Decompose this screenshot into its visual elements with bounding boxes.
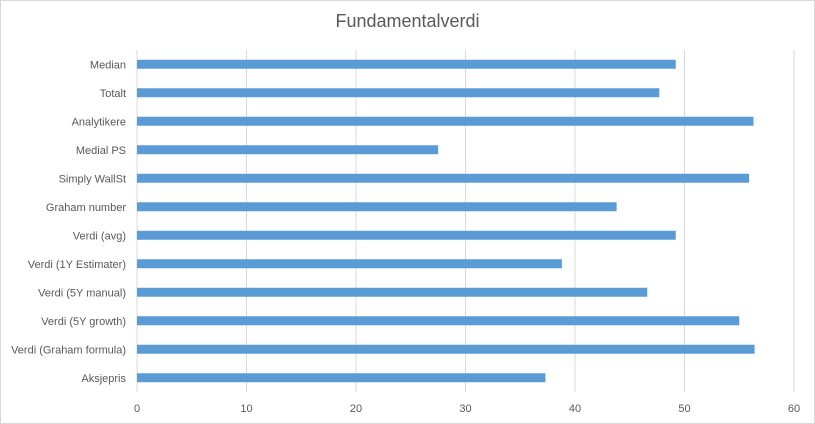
category-labels: Median Totalt Analytikere Medial PS Simply W… <box>11 59 126 385</box>
bar-3 <box>137 145 439 155</box>
chart-title: Fundamentalverdi <box>335 11 480 31</box>
x-tick-label: 30 <box>459 403 471 415</box>
bar-6 <box>137 230 676 240</box>
x-tick-label: 0 <box>134 403 140 415</box>
x-tick-label: 20 <box>350 403 362 415</box>
category-label: Aksjepris <box>81 373 126 385</box>
x-tick-label: 50 <box>678 403 690 415</box>
category-label: Graham number <box>46 202 126 214</box>
bar-2 <box>137 116 754 126</box>
bar-1 <box>137 88 660 98</box>
bar-11 <box>137 373 546 383</box>
bar-7 <box>137 259 562 269</box>
category-label: Verdi (5Y manual) <box>38 287 126 299</box>
x-tick-labels: 0 10 20 30 40 50 60 <box>134 403 800 415</box>
bar-8 <box>137 287 648 297</box>
category-label: Medial PS <box>76 145 126 157</box>
category-label: Verdi (5Y growth) <box>41 316 126 328</box>
bar-9 <box>137 316 740 326</box>
category-label: Totalt <box>100 88 126 100</box>
category-label: Simply WallSt <box>59 173 126 185</box>
category-label: Verdi (1Y Estimater) <box>28 259 126 271</box>
bar-10 <box>137 344 755 354</box>
bar-4 <box>137 173 750 183</box>
category-label: Analytikere <box>72 116 126 128</box>
bar-5 <box>137 202 617 212</box>
x-tick-label: 40 <box>569 403 581 415</box>
x-tick-label: 60 <box>788 403 800 415</box>
bars <box>137 59 755 383</box>
category-label: Verdi (Graham formula) <box>11 344 126 356</box>
grid-lines <box>136 50 795 392</box>
category-label: Median <box>90 59 126 71</box>
x-tick-label: 10 <box>240 403 252 415</box>
category-label: Verdi (avg) <box>73 230 126 242</box>
bar-0 <box>137 59 676 69</box>
